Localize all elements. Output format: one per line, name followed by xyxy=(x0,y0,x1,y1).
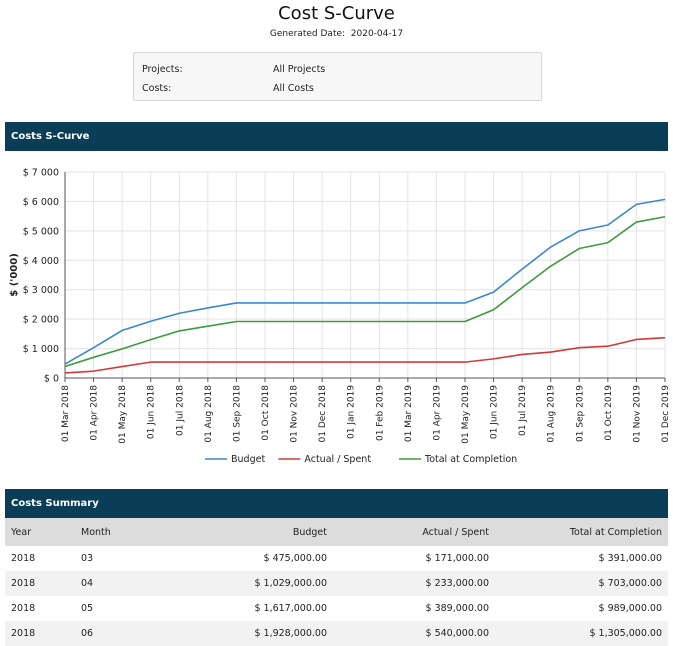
cell-actual: $ 171,000.00 xyxy=(425,553,489,564)
x-tick-label: 01 Aug 2019 xyxy=(547,385,557,443)
y-tick-label: $ 5 000 xyxy=(23,226,59,237)
table-row: 2018 04 $ 1,029,000.00 $ 233,000.00 $ 70… xyxy=(5,571,668,596)
generated-value: 2020-04-17 xyxy=(350,29,404,39)
y-tick-label: $ 6 000 xyxy=(23,197,59,208)
cell-total: $ 703,000.00 xyxy=(598,578,662,589)
x-tick-label: 01 May 2019 xyxy=(461,385,471,444)
x-tick-label: 01 Dec 2018 xyxy=(318,385,328,443)
legend-label: Actual / Spent xyxy=(304,454,371,465)
x-tick-label: 01 Apr 2018 xyxy=(90,385,100,441)
cell-actual: $ 389,000.00 xyxy=(425,603,489,614)
chart-panel-header: Costs S-Curve xyxy=(5,122,668,151)
x-tick-label: 01 Mar 2019 xyxy=(404,385,414,442)
cell-actual: $ 233,000.00 xyxy=(425,578,489,589)
page-title: Cost S-Curve xyxy=(278,3,395,24)
filter-costs-value: All Costs xyxy=(273,83,314,94)
cell-total: $ 1,305,000.00 xyxy=(589,628,662,639)
cell-month: 05 xyxy=(81,603,94,614)
cell-year: 2018 xyxy=(11,628,36,639)
filter-projects-value: All Projects xyxy=(273,64,326,75)
x-tick-label: 01 Jul 2019 xyxy=(518,385,528,436)
cell-year: 2018 xyxy=(11,578,36,589)
filter-projects-label: Projects: xyxy=(142,64,183,75)
x-tick-label: 01 Oct 2018 xyxy=(261,385,271,441)
filter-costs-label: Costs: xyxy=(142,83,172,94)
y-tick-label: $ 3 000 xyxy=(23,285,59,296)
col-total-at-completion: Total at Completion xyxy=(569,526,662,538)
legend-label: Budget xyxy=(231,454,265,465)
costs-summary-table: Year Month Budget Actual / Spent Total a… xyxy=(5,518,668,646)
filter-costs-row: Costs: All Costs xyxy=(142,83,314,94)
x-tick-label: 01 Sep 2019 xyxy=(575,385,585,442)
x-tick-label: 01 Dec 2019 xyxy=(661,385,671,443)
cell-budget: $ 1,617,000.00 xyxy=(254,603,327,614)
series-line xyxy=(64,215,666,368)
x-tick-label: 01 Sep 2018 xyxy=(232,385,242,442)
y-tick-label: $ 1 000 xyxy=(23,344,59,355)
summary-panel-header: Costs Summary xyxy=(5,489,668,518)
x-tick-label: 01 Aug 2018 xyxy=(204,385,214,443)
series-line xyxy=(64,336,666,374)
col-actual: Actual / Spent xyxy=(422,526,489,538)
x-tick-label: 01 May 2018 xyxy=(118,385,128,444)
cell-year: 2018 xyxy=(11,603,36,614)
y-tick-label: $ 4 000 xyxy=(23,256,59,267)
generated-date: Generated Date: 2020-04-17 xyxy=(0,29,673,39)
table-row: 2018 05 $ 1,617,000.00 $ 389,000.00 $ 98… xyxy=(5,596,668,621)
cell-total: $ 989,000.00 xyxy=(598,603,662,614)
x-tick-label: 01 Nov 2018 xyxy=(290,385,300,443)
x-tick-label: 01 Apr 2019 xyxy=(432,385,442,441)
cell-month: 03 xyxy=(81,553,94,564)
legend-label: Total at Completion xyxy=(424,454,517,465)
cell-year: 2018 xyxy=(11,553,36,564)
x-tick-label: 01 Jan 2019 xyxy=(347,385,357,439)
filter-projects-row: Projects: All Projects xyxy=(142,64,325,75)
y-tick-label: $ 7 000 xyxy=(23,168,59,179)
y-tick-label: $ 0 xyxy=(44,374,59,385)
cell-budget: $ 1,029,000.00 xyxy=(254,578,327,589)
filter-summary-box: Projects: All Projects Costs: All Costs xyxy=(133,52,542,101)
x-tick-label: 01 Feb 2019 xyxy=(375,385,385,441)
table-header-row: Year Month Budget Actual / Spent Total a… xyxy=(5,518,668,546)
table-row: 2018 03 $ 475,000.00 $ 171,000.00 $ 391,… xyxy=(5,546,668,571)
s-curve-chart: $ 0 $ 1 000 $ 2 000 $ 3 000 $ 4 000 $ 5 000 $ … xyxy=(9,168,671,466)
x-tick-label: 01 Jun 2019 xyxy=(490,385,500,439)
cell-month: 06 xyxy=(81,628,94,639)
col-year: Year xyxy=(11,526,32,538)
x-tick-label: 01 Mar 2018 xyxy=(61,385,71,442)
x-tick-label: 01 Oct 2019 xyxy=(604,385,614,441)
generated-label: Generated Date: xyxy=(269,29,346,39)
cell-actual: $ 540,000.00 xyxy=(425,628,489,639)
x-tick-label: 01 Nov 2019 xyxy=(632,385,642,443)
y-axis-title: $ ('000) xyxy=(9,253,20,297)
cell-month: 04 xyxy=(81,578,94,589)
cell-total: $ 391,000.00 xyxy=(598,553,662,564)
table-row: 2018 06 $ 1,928,000.00 $ 540,000.00 $ 1,… xyxy=(5,621,668,646)
cell-budget: $ 475,000.00 xyxy=(263,553,327,564)
y-tick-label: $ 2 000 xyxy=(23,315,59,326)
col-budget: Budget xyxy=(292,526,327,538)
cell-budget: $ 1,928,000.00 xyxy=(254,628,327,639)
x-tick-label: 01 Jun 2018 xyxy=(147,385,157,439)
col-month: Month xyxy=(81,526,111,538)
series-line xyxy=(64,198,666,365)
x-tick-label: 01 Jul 2018 xyxy=(175,385,185,436)
